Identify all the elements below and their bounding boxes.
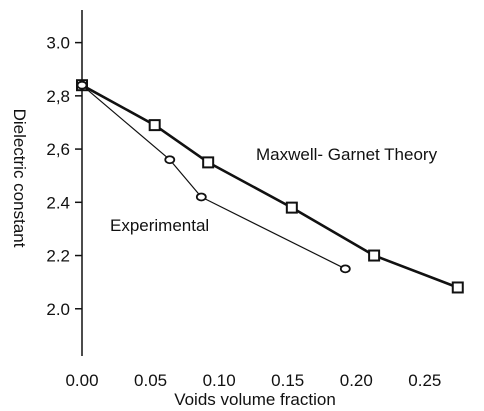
y-tick-label: 2,8 (46, 87, 70, 106)
y-tick-label: 2.4 (46, 193, 70, 212)
y-axis-title: Dielectric constant (10, 109, 29, 248)
data-point-square (148, 119, 161, 132)
data-point-square (368, 249, 381, 262)
y-tick-label: 2.0 (46, 300, 70, 319)
axes: 2.02.22.42,62,83.0 0.00 0.05 0.10 0.15 0.20 0… (46, 10, 441, 390)
y-tick-label: 2,6 (46, 140, 70, 159)
x-tick-label: 0.25 (408, 371, 441, 390)
series-label-maxwell-garnet: Maxwell- Garnet Theory (256, 145, 438, 164)
x-axis-ticks: 0.00 0.05 0.10 0.15 0.20 0.25 (65, 371, 441, 390)
series-experimental (76, 80, 351, 274)
y-tick-label: 2.2 (46, 247, 70, 266)
series-line (81, 84, 459, 289)
x-tick-label: 0.05 (134, 371, 167, 390)
data-point-circle (339, 264, 351, 274)
data-point-square (451, 281, 464, 294)
series-line (81, 84, 346, 270)
x-tick-label: 0.15 (271, 371, 304, 390)
series-maxwell-garnet (76, 79, 464, 294)
x-tick-label: 0.00 (65, 371, 98, 390)
data-point-square (285, 201, 298, 214)
data-point-circle (164, 155, 176, 165)
series-label-experimental: Experimental (110, 216, 209, 235)
x-tick-label: 0.20 (340, 371, 373, 390)
x-axis-title: Voids volume fraction (174, 390, 336, 409)
annotations: Maxwell- Garnet Theory Experimental (110, 145, 438, 235)
data-point-square (202, 156, 215, 169)
y-axis-ticks: 2.0 2.2 2.4 2,6 2,8 3.0 (46, 34, 82, 319)
series (76, 79, 464, 294)
data-point-circle (195, 192, 207, 202)
data-point-circle (76, 80, 88, 90)
x-tick-label: 0.10 (203, 371, 236, 390)
y-tick-label: 3.0 (46, 34, 70, 53)
